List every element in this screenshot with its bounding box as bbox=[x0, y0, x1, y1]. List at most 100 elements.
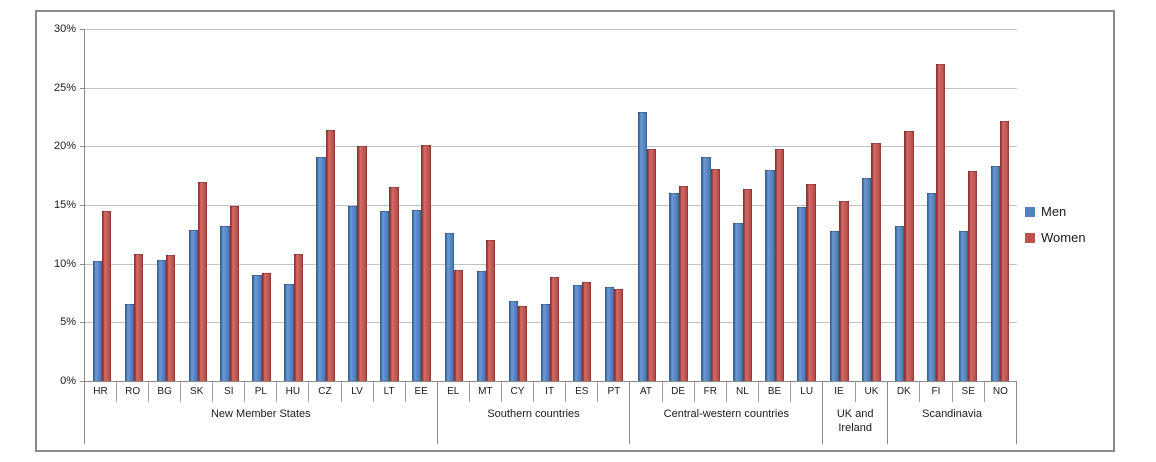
category-slot-lv bbox=[342, 29, 374, 381]
y-axis-label-20: 20% bbox=[53, 140, 76, 153]
bar-women-be bbox=[774, 148, 784, 381]
bar-men-pl bbox=[252, 275, 262, 381]
bar-men-no bbox=[990, 166, 1001, 381]
category-slot-mt bbox=[470, 29, 502, 381]
y-tick-20 bbox=[80, 146, 85, 148]
bar-women-de bbox=[678, 186, 688, 381]
y-axis-label-15: 15% bbox=[53, 199, 76, 211]
gridline-30 bbox=[85, 29, 1017, 30]
bar-men-cz bbox=[316, 156, 326, 381]
x-label-de: DE bbox=[663, 382, 695, 402]
category-slot-it bbox=[534, 29, 566, 381]
x-label-se: SE bbox=[953, 382, 985, 402]
category-slot-fr bbox=[695, 29, 727, 381]
category-slot-be bbox=[759, 29, 791, 381]
x-axis-group-new-member-states: HR RO BG SK SI PL HU CZ LV LT EE New Member States bbox=[84, 382, 438, 444]
y-axis-label-5: 5% bbox=[60, 316, 76, 329]
x-label-el: EL bbox=[438, 382, 470, 402]
y-tick-30 bbox=[80, 29, 85, 30]
bar-men-mt bbox=[476, 270, 487, 381]
plot-area: 0% 5% 10% 15% 20% 25% 30% bbox=[54, 23, 1017, 387]
bar-men-si bbox=[220, 226, 230, 381]
y-tick-5 bbox=[80, 322, 85, 324]
bar-men-hr bbox=[92, 261, 102, 381]
x-label-mt: MT bbox=[470, 382, 502, 402]
category-slot-fi bbox=[920, 29, 952, 381]
bar-women-no bbox=[1000, 120, 1010, 381]
bar-women-sk bbox=[197, 181, 208, 381]
bar-women-fi bbox=[936, 64, 946, 381]
bar-women-ee bbox=[421, 145, 431, 381]
bar-group-southern-countries bbox=[438, 29, 631, 381]
category-slot-lu bbox=[791, 29, 823, 381]
bar-women-dk bbox=[904, 131, 914, 381]
bar-men-lu bbox=[797, 207, 807, 381]
men-swatch-icon bbox=[1025, 206, 1035, 217]
category-slot-hr bbox=[86, 29, 118, 381]
bar-men-sk bbox=[188, 229, 198, 381]
bar-women-lv bbox=[357, 146, 367, 381]
category-slot-pl bbox=[246, 29, 278, 381]
category-slot-pt bbox=[598, 29, 630, 381]
x-label-cy: CY bbox=[502, 382, 535, 402]
category-slot-ee bbox=[405, 29, 437, 381]
bar-men-cy bbox=[508, 301, 519, 381]
bar-women-nl bbox=[742, 188, 752, 381]
category-slot-cz bbox=[310, 29, 342, 381]
women-swatch-icon bbox=[1025, 232, 1035, 243]
category-slot-cy bbox=[502, 29, 534, 381]
group-label-southern-countries: Southern countries bbox=[487, 408, 580, 420]
x-label-sk: SK bbox=[181, 382, 214, 402]
x-label-lt: LT bbox=[374, 382, 406, 402]
category-slot-hu bbox=[278, 29, 310, 381]
bar-men-uk bbox=[862, 178, 872, 381]
x-label-dk: DK bbox=[888, 382, 921, 402]
gridline-10 bbox=[85, 263, 1017, 265]
bar-men-be bbox=[765, 169, 775, 381]
x-label-pl: PL bbox=[245, 382, 278, 402]
bar-women-pl bbox=[261, 273, 271, 381]
x-label-bg: BG bbox=[149, 382, 182, 402]
category-slot-si bbox=[214, 29, 246, 381]
legend-label-women: Women bbox=[1041, 230, 1086, 245]
x-label-at: AT bbox=[630, 382, 663, 402]
bar-women-ro bbox=[133, 254, 144, 381]
x-label-pt: PT bbox=[607, 386, 621, 397]
bar-women-si bbox=[229, 206, 239, 381]
bar-group-new-member-states bbox=[85, 29, 438, 381]
bar-men-se bbox=[958, 230, 969, 381]
x-label-lv: LV bbox=[342, 382, 374, 402]
bar-men-de bbox=[669, 193, 679, 381]
bar-women-at bbox=[646, 148, 657, 381]
bar-men-fi bbox=[926, 193, 937, 381]
category-slot-dk bbox=[888, 29, 920, 381]
bar-women-se bbox=[968, 170, 978, 381]
bar-men-nl bbox=[733, 222, 743, 381]
x-label-cz: CZ bbox=[309, 382, 342, 402]
legend: Men Women bbox=[1017, 29, 1113, 256]
gridline-25 bbox=[85, 87, 1017, 89]
bar-men-it bbox=[540, 303, 551, 381]
x-label-no: NO bbox=[992, 386, 1008, 397]
group-label-uk-and-ireland: UK and Ireland bbox=[836, 408, 874, 434]
bar-men-el bbox=[444, 233, 455, 381]
category-slot-sk bbox=[182, 29, 214, 381]
bar-men-ro bbox=[124, 303, 134, 381]
chart-main-column: 0% 5% 10% 15% 20% 25% 30% HR RO BG SK SI PL HU CZ LV LT… bbox=[54, 23, 1018, 444]
group-label-scandinavia: Scandinavia bbox=[922, 408, 983, 420]
bar-women-es bbox=[581, 282, 592, 381]
gridline-20 bbox=[85, 146, 1017, 148]
x-axis-group-uk-and-ireland: IE UK UK and Ireland bbox=[823, 382, 889, 444]
legend-item-women: Women bbox=[1025, 230, 1113, 245]
y-tick-0 bbox=[80, 381, 85, 382]
x-label-hr: HR bbox=[85, 382, 118, 402]
category-slot-at bbox=[631, 29, 663, 381]
bar-women-lu bbox=[806, 183, 816, 381]
y-axis-label-25: 25% bbox=[53, 81, 76, 94]
bar-group-uk-and-ireland bbox=[823, 29, 888, 381]
category-slot-de bbox=[663, 29, 695, 381]
x-label-ee: EE bbox=[414, 386, 428, 397]
y-axis-label-10: 10% bbox=[53, 257, 76, 270]
country-label-row-scandinavia: DK FI SE NO bbox=[888, 382, 1016, 402]
